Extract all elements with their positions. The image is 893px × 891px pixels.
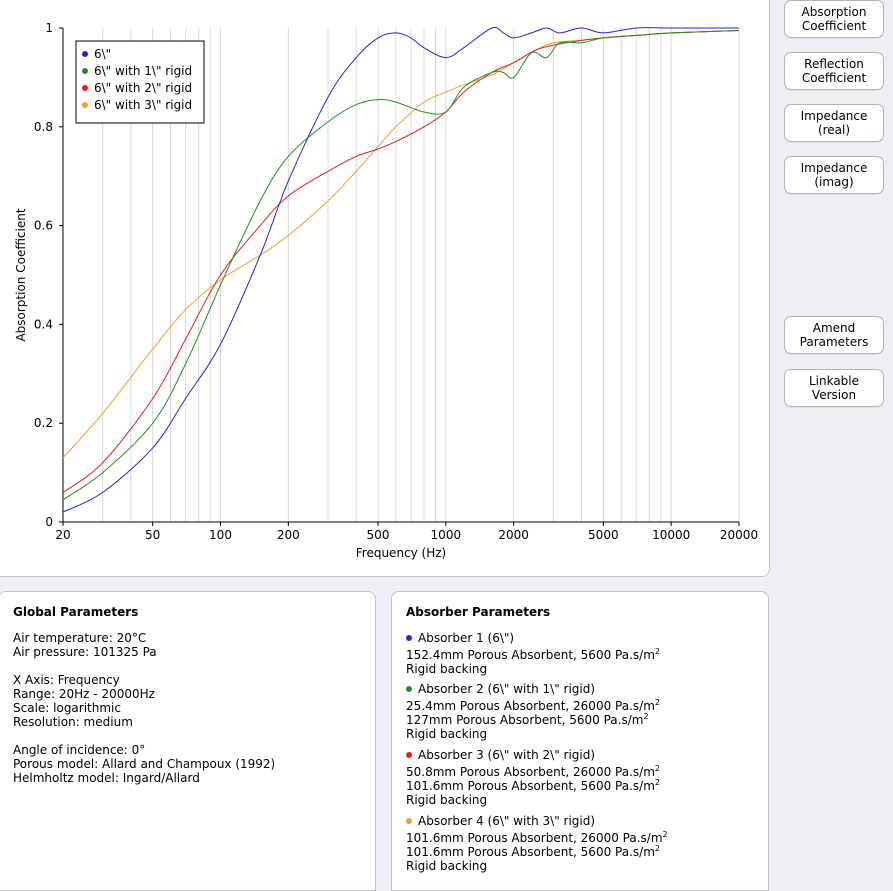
reflection-coefficient-button[interactable]: Reflection Coefficient bbox=[784, 52, 884, 90]
absorber-3-layer-2: 101.6mm Porous Absorbent, 5600 Pa.s/m2 bbox=[406, 778, 660, 794]
impedance-imag-button[interactable]: Impedance (imag) bbox=[784, 156, 884, 194]
x-tick-label: 5000 bbox=[588, 528, 619, 542]
x-tick-label: 100 bbox=[209, 528, 232, 542]
x-axis-setting: X Axis: Frequency bbox=[13, 673, 120, 687]
x-axis-label: Frequency (Hz) bbox=[356, 546, 447, 560]
legend-label-1: 6\" bbox=[94, 47, 111, 61]
legend-label-3: 6\" with 2\" rigid bbox=[94, 81, 192, 95]
absorber-2-layer-2: 127mm Porous Absorbent, 5600 Pa.s/m2 bbox=[406, 712, 649, 728]
absorber-4-heading: Absorber 4 (6\" with 3\" rigid) bbox=[406, 814, 595, 828]
absorber-2-heading: Absorber 2 (6\" with 1\" rigid) bbox=[406, 682, 595, 696]
legend-dot-3 bbox=[82, 85, 88, 91]
absorber-4-layer-1: 101.6mm Porous Absorbent, 26000 Pa.s/m2 bbox=[406, 830, 668, 846]
y-tick-label: 0.6 bbox=[34, 219, 53, 233]
scale-setting: Scale: logarithmic bbox=[13, 701, 121, 715]
absorber-3-layer-1: 50.8mm Porous Absorbent, 26000 Pa.s/m2 bbox=[406, 764, 660, 780]
x-tick-label: 2000 bbox=[498, 528, 529, 542]
air-temperature: Air temperature: 20°C bbox=[13, 631, 147, 645]
resolution-setting: Resolution: medium bbox=[13, 715, 133, 729]
y-tick-label: 0.2 bbox=[34, 416, 53, 430]
series-line-1 bbox=[62, 26, 739, 513]
x-tick-label: 200 bbox=[277, 528, 300, 542]
x-tick-label: 500 bbox=[367, 528, 390, 542]
absorber-3-backing: Rigid backing bbox=[406, 793, 488, 807]
x-tick-label: 1000 bbox=[431, 528, 462, 542]
absorption-chart: 0 0.2 0.4 0.6 0.8 1 20 50 100 200 500 1000 2000 5000 1… bbox=[14, 21, 758, 560]
legend-dot-4 bbox=[82, 102, 88, 108]
legend-dot-2 bbox=[82, 68, 88, 74]
y-axis-label: Absorption Coefficient bbox=[14, 208, 28, 341]
amend-parameters-button[interactable]: Amend Parameters bbox=[784, 316, 884, 354]
porous-model: Porous model: Allard and Champoux (1992) bbox=[13, 757, 276, 771]
y-tick-label: 1 bbox=[45, 21, 53, 35]
helmholtz-model: Helmholtz model: Ingard/Allard bbox=[13, 771, 200, 785]
legend-box bbox=[75, 40, 205, 124]
absorber-1-backing: Rigid backing bbox=[406, 662, 488, 676]
legend-label-2: 6\" with 1\" rigid bbox=[94, 64, 192, 78]
legend-dot-1 bbox=[82, 51, 88, 57]
absorber-3-heading: Absorber 3 (6\" with 2\" rigid) bbox=[406, 748, 595, 762]
absorber-1-layer-1: 152.4mm Porous Absorbent, 5600 Pa.s/m2 bbox=[406, 647, 660, 663]
x-tick-label: 20 bbox=[55, 528, 70, 542]
air-pressure: Air pressure: 101325 Pa bbox=[13, 645, 157, 659]
global-parameters-panel: Global Parameters Air temperature: 20°C … bbox=[0, 591, 376, 891]
absorber-1-heading: Absorber 1 (6\") bbox=[406, 631, 514, 645]
absorber-4-backing: Rigid backing bbox=[406, 859, 488, 873]
impedance-real-button[interactable]: Impedance (real) bbox=[784, 104, 884, 142]
absorber-parameters-title: Absorber Parameters bbox=[406, 605, 551, 619]
y-tick-label: 0.4 bbox=[34, 317, 53, 331]
x-tick-label: 20000 bbox=[720, 528, 758, 542]
series-line-3 bbox=[62, 30, 740, 493]
absorber-2-backing: Rigid backing bbox=[406, 727, 488, 741]
absorber-parameters-panel: Absorber Parameters Absorber 1 (6\") 152… bbox=[391, 591, 769, 891]
absorption-coefficient-button[interactable]: Absorption Coefficient bbox=[784, 0, 884, 38]
linkable-version-button[interactable]: Linkable Version bbox=[784, 369, 884, 407]
range-setting: Range: 20Hz - 20000Hz bbox=[13, 687, 155, 701]
absorber-1-color-dot bbox=[406, 635, 412, 641]
legend-label-4: 6\" with 3\" rigid bbox=[94, 98, 192, 112]
series-line-2 bbox=[62, 30, 740, 501]
absorber-2-layer-1: 25.4mm Porous Absorbent, 26000 Pa.s/m2 bbox=[406, 698, 660, 714]
x-tick-label: 50 bbox=[145, 528, 160, 542]
angle-of-incidence: Angle of incidence: 0° bbox=[13, 743, 146, 757]
chart-panel: 0 0.2 0.4 0.6 0.8 1 20 50 100 200 500 1000 2000 5000 1… bbox=[0, 0, 770, 577]
absorber-2-color-dot bbox=[406, 686, 412, 692]
y-tick-label: 0.8 bbox=[34, 120, 53, 134]
global-parameters-title: Global Parameters bbox=[13, 605, 139, 619]
absorber-4-color-dot bbox=[406, 818, 412, 824]
absorber-4-layer-2: 101.6mm Porous Absorbent, 5600 Pa.s/m2 bbox=[406, 844, 660, 860]
absorber-3-color-dot bbox=[406, 752, 412, 758]
x-tick-label: 10000 bbox=[652, 528, 690, 542]
y-tick-label: 0 bbox=[45, 515, 53, 529]
